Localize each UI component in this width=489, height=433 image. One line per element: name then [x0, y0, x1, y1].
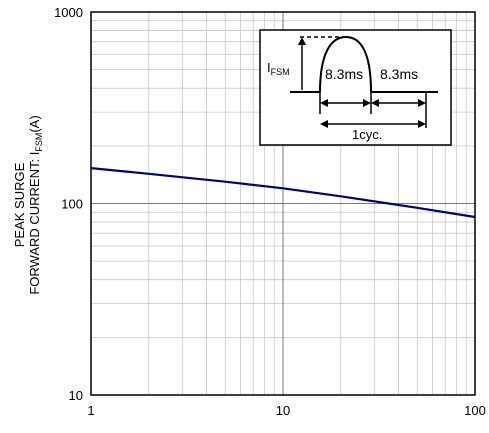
axis-ticks: 1 10 100 10 100 1000 — [54, 5, 486, 418]
y-tick-label: 10 — [69, 388, 83, 403]
inset-amplitude-arrowhead-up — [298, 37, 306, 45]
y-tick-label: 100 — [61, 197, 83, 212]
y-axis-title: PEAK SURGE FORWARD CURRENT: IFSM(A) — [12, 115, 44, 294]
inset-pulse-label: 8.3ms — [325, 66, 363, 82]
plot-area-frame — [90, 11, 476, 396]
x-tick-label: 100 — [464, 403, 486, 418]
inset-pulse-diagram: IFSM 8.3ms 8.3ms 1cyc. — [259, 29, 452, 146]
series-line — [90, 167, 476, 219]
x-tick-label: 1 — [87, 403, 94, 418]
inset-half-sine-pulse — [319, 35, 372, 93]
y-axis-title-line1: PEAK SURGE — [12, 162, 27, 247]
inset-ifsm-label: IFSM — [267, 60, 290, 77]
y-axis-title-line2: FORWARD CURRENT: IFSM(A) — [27, 115, 44, 294]
y-tick-label: 1000 — [54, 5, 83, 20]
x-tick-label: 10 — [276, 403, 290, 418]
series-layer — [90, 167, 476, 219]
inset-gap-label: 8.3ms — [380, 66, 418, 82]
inset-cycle-label: 1cyc. — [352, 127, 382, 142]
